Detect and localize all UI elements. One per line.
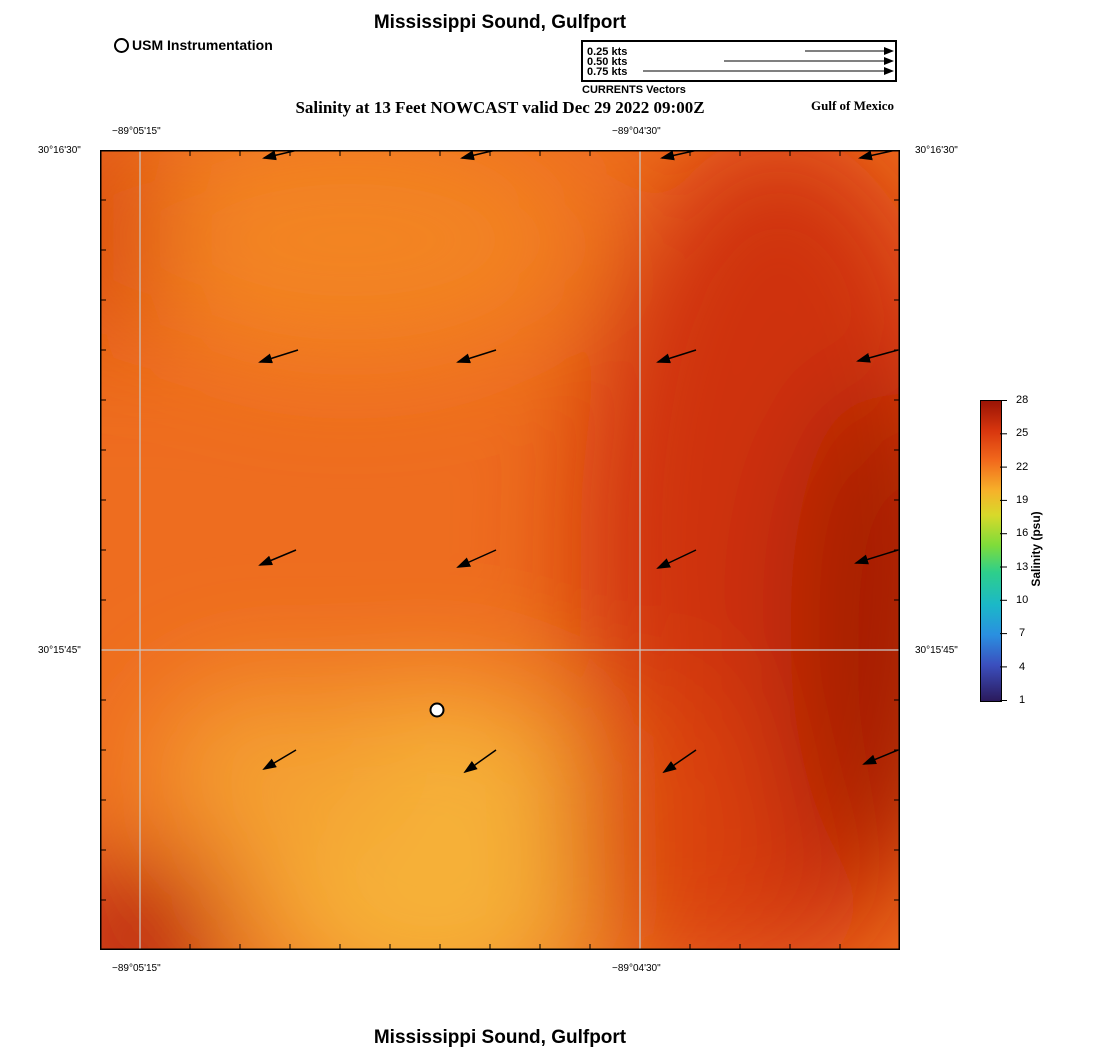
- lon-tick-top-1: −89°05'15": [112, 126, 161, 137]
- lon-tick-top-2: −89°04'30": [612, 126, 661, 137]
- colorbar-title: Salinity (psu): [1029, 511, 1043, 587]
- colorbar-tick: 13: [1016, 561, 1029, 573]
- vector-legend-caption: CURRENTS Vectors: [582, 84, 686, 96]
- colorbar-tick: 28: [1016, 394, 1029, 406]
- current-vector: [463, 749, 497, 774]
- current-vector: [456, 549, 497, 568]
- current-vector: [258, 349, 299, 364]
- colorbar-tick: 10: [1016, 594, 1029, 606]
- lon-tick-bottom-2: −89°04'30": [612, 963, 661, 974]
- vector-legend-row-2: 0.50 kts: [587, 56, 628, 68]
- lat-tick-right-1: 30°16'30": [915, 145, 958, 156]
- footer-title: Mississippi Sound, Gulfport: [373, 1027, 627, 1048]
- vector-legend-row-3: 0.75 kts: [587, 66, 628, 78]
- frame-ticks: [100, 150, 900, 950]
- lat-tick-left-1: 30°16'30": [38, 145, 81, 156]
- station-legend-label: USM Instrumentation: [132, 37, 273, 53]
- colorbar-tick: 7: [1019, 627, 1026, 639]
- lat-tick-left-2: 30°15'45": [38, 645, 81, 656]
- lon-tick-bottom-1: −89°05'15": [112, 963, 161, 974]
- current-vector: [262, 749, 297, 771]
- colorbar-tick-marks: [1000, 400, 1007, 701]
- colorbar-tick: 1: [1019, 694, 1026, 706]
- colorbar-tick: 19: [1016, 494, 1029, 506]
- station-legend: USM Instrumentation: [114, 37, 273, 53]
- current-vector: [656, 349, 697, 364]
- usm-station-marker: [429, 702, 445, 718]
- lat-tick-right-2: 30°15'45": [915, 645, 958, 656]
- colorbar-tick: 22: [1016, 461, 1029, 473]
- vector-legend-arrows: [643, 47, 894, 75]
- current-vector: [662, 749, 697, 774]
- map-title: Mississippi Sound, Gulfport: [373, 12, 627, 33]
- current-vector: [656, 549, 697, 569]
- current-vector: [862, 749, 899, 765]
- salinity-field: [100, 150, 900, 950]
- current-vector: [854, 549, 899, 565]
- region-label: Gulf of Mexico: [811, 98, 895, 113]
- current-vector: [258, 549, 297, 566]
- station-marker-icon: [114, 37, 129, 53]
- salinity-colorbar: [980, 400, 1002, 702]
- colorbar-tick: 16: [1016, 527, 1029, 539]
- map-subtitle: Salinity at 13 Feet NOWCAST valid Dec 29…: [295, 98, 705, 117]
- colorbar-tick: 25: [1016, 427, 1029, 439]
- vector-scale-legend: 0.25 kts 0.50 kts 0.75 kts: [581, 40, 897, 82]
- salinity-map: [100, 150, 900, 950]
- current-vector: [856, 349, 899, 363]
- colorbar-tick: 4: [1019, 661, 1026, 673]
- vector-legend-row-1: 0.25 kts: [587, 46, 628, 58]
- current-vector: [456, 349, 497, 364]
